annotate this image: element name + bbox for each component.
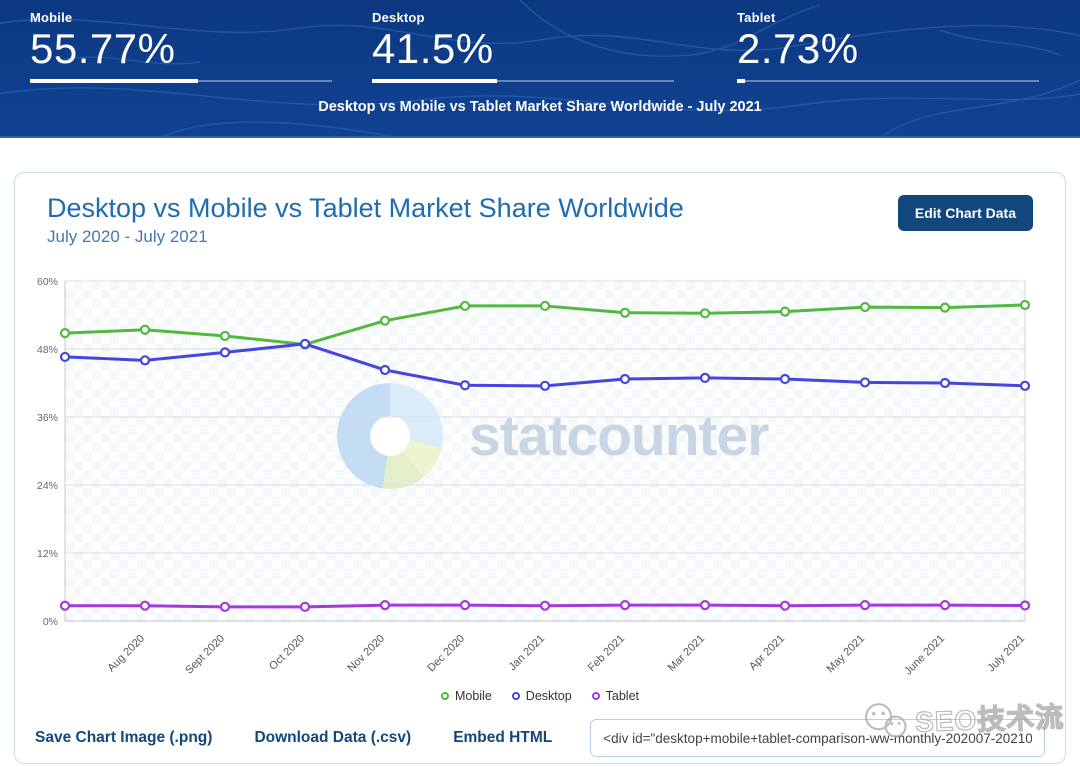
chart-legend: Mobile Desktop Tablet	[15, 689, 1065, 703]
line-chart: 0% 12% 24% 36% 48% 60% Aug 2020 Sept 2020 Oct 20…	[37, 276, 1031, 678]
svg-text:June 2021: June 2021	[902, 633, 947, 678]
svg-text:Jan 2021: Jan 2021	[507, 633, 547, 673]
chart-area: statcounter 0% 12% 24% 36% 48% 60% Aug 2020 Sep…	[29, 267, 1041, 687]
chart-title: Desktop vs Mobile vs Tablet Market Share…	[47, 193, 684, 223]
chart-card: Desktop vs Mobile vs Tablet Market Share…	[14, 172, 1066, 764]
edit-chart-data-button[interactable]: Edit Chart Data	[897, 195, 1033, 231]
svg-text:Dec 2020: Dec 2020	[425, 633, 467, 675]
stat-desktop-value: 41.5%	[372, 25, 494, 72]
stat-mobile: Mobile 55.77%	[30, 10, 332, 84]
svg-text:Aug 2020: Aug 2020	[105, 633, 147, 675]
embed-code-input[interactable]	[590, 719, 1045, 757]
desktop-series-marker-icon	[511, 692, 520, 700]
hero-caption: Desktop vs Mobile vs Tablet Market Share…	[318, 99, 762, 116]
svg-text:Nov 2020: Nov 2020	[345, 633, 387, 675]
svg-text:July 2021: July 2021	[985, 633, 1027, 675]
embed-html-link[interactable]: Embed HTML	[453, 729, 553, 746]
legend-item-desktop[interactable]: Desktop	[511, 689, 572, 703]
stat-desktop-bar	[372, 79, 674, 84]
svg-text:Feb 2021: Feb 2021	[586, 633, 627, 674]
svg-text:0%: 0%	[43, 616, 58, 628]
legend-item-mobile[interactable]: Mobile	[440, 689, 492, 703]
tablet-series-marker-icon	[591, 692, 600, 700]
card-footer: Save Chart Image (.png) Download Data (.…	[35, 719, 1045, 757]
chart-subtitle: July 2020 - July 2021	[47, 227, 208, 246]
svg-text:60%: 60%	[37, 276, 58, 288]
legend-item-tablet[interactable]: Tablet	[591, 689, 639, 703]
svg-text:48%: 48%	[37, 344, 58, 356]
mobile-series-marker-icon	[440, 692, 449, 700]
save-chart-image-link[interactable]: Save Chart Image (.png)	[35, 729, 213, 746]
svg-text:Apr 2021: Apr 2021	[747, 633, 787, 673]
stat-desktop: Desktop 41.5%	[372, 10, 674, 84]
card-header: Desktop vs Mobile vs Tablet Market Share…	[15, 173, 1065, 259]
svg-text:36%: 36%	[37, 412, 58, 424]
svg-text:12%: 12%	[37, 548, 58, 560]
statcounter-logo-icon	[337, 383, 443, 489]
stat-tablet-bar	[737, 79, 1039, 84]
svg-text:Mar 2021: Mar 2021	[666, 633, 707, 674]
stat-mobile-bar	[30, 79, 332, 84]
svg-text:24%: 24%	[37, 480, 58, 492]
stat-tablet: Tablet 2.73%	[737, 10, 1039, 84]
header-stats: Mobile 55.77% Desktop 41.5% Tablet 2.73%	[0, 0, 1080, 84]
stat-tablet-value: 2.73%	[737, 25, 859, 72]
stat-mobile-value: 55.77%	[30, 25, 176, 72]
stat-tablet-label: Tablet	[737, 10, 776, 25]
svg-text:Oct 2020: Oct 2020	[267, 633, 307, 673]
stat-desktop-label: Desktop	[372, 10, 425, 25]
svg-text:May 2021: May 2021	[824, 633, 867, 676]
statcounter-watermark-text: statcounter	[469, 404, 769, 468]
download-data-link[interactable]: Download Data (.csv)	[254, 729, 412, 746]
stat-mobile-label: Mobile	[30, 10, 73, 25]
hero-header: Mobile 55.77% Desktop 41.5% Tablet 2.73%	[0, 0, 1080, 138]
world-map-decoration	[0, 0, 1080, 136]
svg-text:Sept 2020: Sept 2020	[183, 633, 227, 677]
statcounter-watermark: statcounter	[337, 383, 769, 489]
